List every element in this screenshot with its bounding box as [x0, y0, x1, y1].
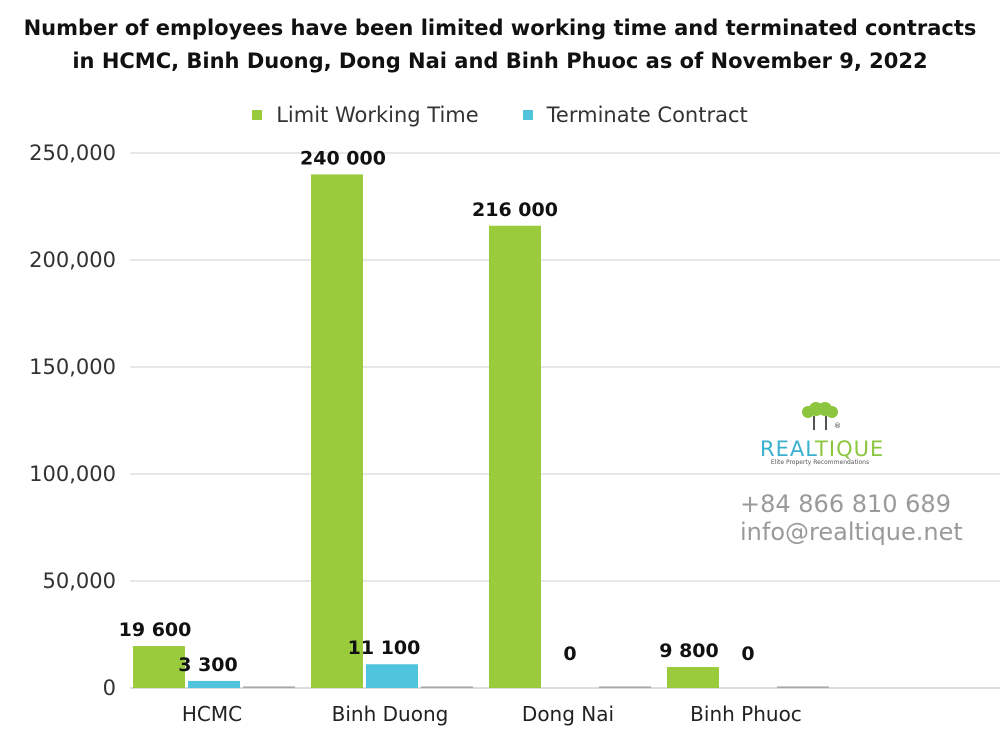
- y-tick-label: 150,000: [29, 355, 116, 379]
- chart-title-line-2: in HCMC, Binh Duong, Dong Nai and Binh P…: [72, 49, 928, 73]
- data-label: 0: [741, 643, 754, 665]
- logo-wordmark-prefix: REAL: [760, 437, 816, 461]
- y-tick-label: 100,000: [29, 462, 116, 486]
- data-labels: 19 600 3 300 240 000 11 100 216 000 0 9 800 0: [119, 147, 755, 676]
- legend-label-limit: Limit Working Time: [276, 103, 479, 127]
- x-category-label: Dong Nai: [522, 702, 614, 726]
- bar: [366, 664, 418, 688]
- contact-email: info@realtique.net: [740, 518, 963, 546]
- bar: [188, 680, 240, 688]
- legend-swatch-terminate: [522, 110, 533, 120]
- logo-wordmark-suffix: TIQUE: [815, 437, 885, 461]
- legend-label-terminate: Terminate Contract: [546, 103, 748, 127]
- bar: [311, 174, 363, 688]
- contact-info: +84 866 810 689 info@realtique.net: [740, 490, 963, 546]
- data-label: 240 000: [300, 147, 386, 169]
- x-category-label: Binh Duong: [332, 702, 449, 726]
- realtique-logo: ® REALTIQUE Elite Property Recommendatio…: [760, 402, 883, 466]
- data-label: 11 100: [348, 637, 421, 659]
- svg-text:®: ®: [834, 422, 841, 430]
- y-axis-ticks: 0 50,000 100,000 150,000 200,000 250,000: [29, 141, 116, 700]
- y-tick-label: 250,000: [29, 141, 116, 165]
- gridlines: [130, 152, 1000, 689]
- bar: [489, 225, 541, 688]
- logo-tagline: Elite Property Recommendations: [770, 459, 870, 466]
- y-tick-label: 0: [103, 676, 116, 700]
- logo-wordmark: REALTIQUE: [760, 437, 883, 461]
- data-label: 9 800: [659, 640, 719, 662]
- data-label: 19 600: [119, 619, 192, 641]
- data-label: 216 000: [472, 199, 558, 221]
- y-tick-label: 50,000: [43, 569, 116, 593]
- y-tick-label: 200,000: [29, 248, 116, 272]
- chart-title-line-1: Number of employees have been limited wo…: [23, 16, 977, 40]
- legend-item-terminate: Terminate Contract: [522, 103, 748, 127]
- bars: [133, 174, 719, 688]
- chart-title: Number of employees have been limited wo…: [0, 12, 1000, 78]
- bar: [667, 667, 719, 688]
- bar: [133, 646, 185, 688]
- data-label: 3 300: [178, 654, 238, 676]
- legend-swatch-limit: [252, 110, 263, 120]
- contact-phone: +84 866 810 689: [740, 490, 951, 518]
- data-label: 0: [563, 643, 576, 665]
- x-category-label: Binh Phuoc: [690, 702, 802, 726]
- tree-icon: ®: [802, 402, 841, 430]
- legend: Limit Working Time Terminate Contract: [0, 103, 1000, 127]
- x-axis-categories: HCMC Binh Duong Dong Nai Binh Phuoc: [182, 702, 802, 726]
- x-category-label: HCMC: [182, 702, 242, 726]
- legend-item-limit: Limit Working Time: [252, 103, 479, 127]
